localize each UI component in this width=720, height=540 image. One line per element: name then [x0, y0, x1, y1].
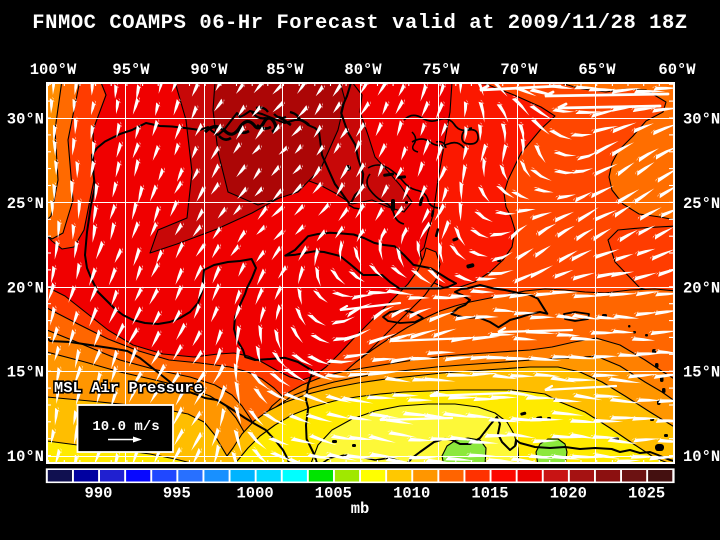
- svg-text:20°N: 20°N: [7, 279, 44, 297]
- svg-text:75°W: 75°W: [422, 61, 460, 79]
- svg-text:990: 990: [85, 485, 113, 503]
- svg-text:mb: mb: [351, 500, 370, 518]
- svg-text:1015: 1015: [471, 485, 508, 503]
- svg-text:25°N: 25°N: [683, 195, 720, 213]
- svg-text:80°W: 80°W: [344, 61, 382, 79]
- svg-text:10°N: 10°N: [683, 448, 720, 466]
- svg-text:30°N: 30°N: [7, 111, 44, 129]
- svg-text:1025: 1025: [628, 485, 665, 503]
- svg-text:10.0 m/s: 10.0 m/s: [92, 419, 159, 435]
- svg-text:1010: 1010: [393, 485, 430, 503]
- svg-text:60°W: 60°W: [658, 61, 696, 79]
- svg-text:100°W: 100°W: [30, 61, 77, 79]
- svg-text:90°W: 90°W: [190, 61, 228, 79]
- svg-text:995: 995: [163, 485, 191, 503]
- svg-text:30°N: 30°N: [683, 111, 720, 129]
- svg-text:1000: 1000: [236, 485, 273, 503]
- svg-text:95°W: 95°W: [112, 61, 150, 79]
- svg-text:85°W: 85°W: [266, 61, 304, 79]
- svg-text:15°N: 15°N: [7, 364, 44, 382]
- svg-text:MSL Air Pressure: MSL Air Pressure: [54, 379, 203, 397]
- svg-text:20°N: 20°N: [683, 279, 720, 297]
- svg-text:FNMOC COAMPS 06-Hr Forecast va: FNMOC COAMPS 06-Hr Forecast valid at 200…: [32, 12, 687, 35]
- svg-text:1005: 1005: [315, 485, 352, 503]
- svg-text:15°N: 15°N: [683, 364, 720, 382]
- svg-text:1020: 1020: [550, 485, 587, 503]
- svg-text:70°W: 70°W: [500, 61, 538, 79]
- svg-text:10°N: 10°N: [7, 448, 44, 466]
- svg-text:25°N: 25°N: [7, 195, 44, 213]
- svg-text:65°W: 65°W: [578, 61, 616, 79]
